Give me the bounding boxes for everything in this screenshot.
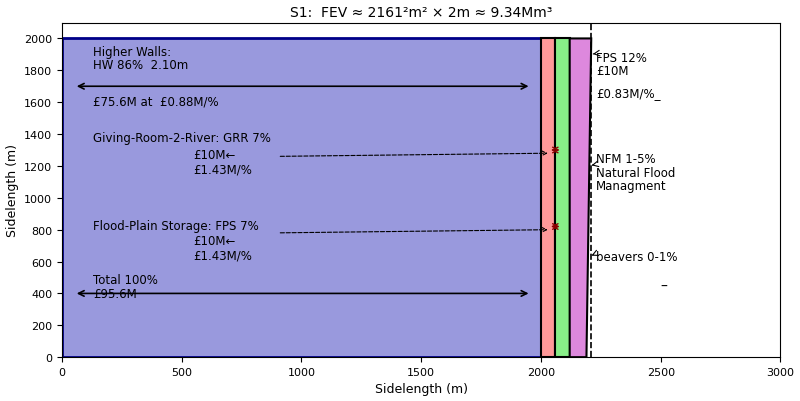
Text: £10M←: £10M← [194,149,236,162]
Text: beavers 0-1%: beavers 0-1% [596,251,678,264]
Text: £10M←: £10M← [194,235,236,248]
Text: £1.43M/%: £1.43M/% [194,249,253,262]
Text: –: – [661,279,667,294]
Text: FPS 12%: FPS 12% [596,52,647,65]
Text: Higher Walls:: Higher Walls: [93,46,171,59]
Text: NFM 1-5%: NFM 1-5% [596,152,656,165]
Text: £0.83M/%_: £0.83M/%_ [596,87,661,100]
Text: £10M: £10M [596,65,629,78]
Text: Natural Flood: Natural Flood [596,166,675,180]
Text: Giving-Room-2-River: GRR 7%: Giving-Room-2-River: GRR 7% [93,132,271,144]
Text: Flood-Plain Storage: FPS 7%: Flood-Plain Storage: FPS 7% [93,219,259,232]
Polygon shape [570,39,591,357]
Bar [541,39,555,357]
X-axis label: Sidelength (m): Sidelength (m) [374,383,468,395]
Y-axis label: Sidelength (m): Sidelength (m) [6,144,18,237]
Text: HW 86%  2.10m: HW 86% 2.10m [93,59,188,71]
Text: Total 100%: Total 100% [93,273,158,286]
Bar [555,39,570,357]
Title: S1:  FEV ≈ 2161²m² × 2m ≈ 9.34Mm³: S1: FEV ≈ 2161²m² × 2m ≈ 9.34Mm³ [290,6,552,20]
Text: £95.6M: £95.6M [93,288,137,300]
Bar [62,39,541,357]
Text: £1.43M/%: £1.43M/% [194,163,253,176]
Text: Managment: Managment [596,180,666,193]
Text: £75.6M at  £0.88M/%: £75.6M at £0.88M/% [93,95,218,108]
